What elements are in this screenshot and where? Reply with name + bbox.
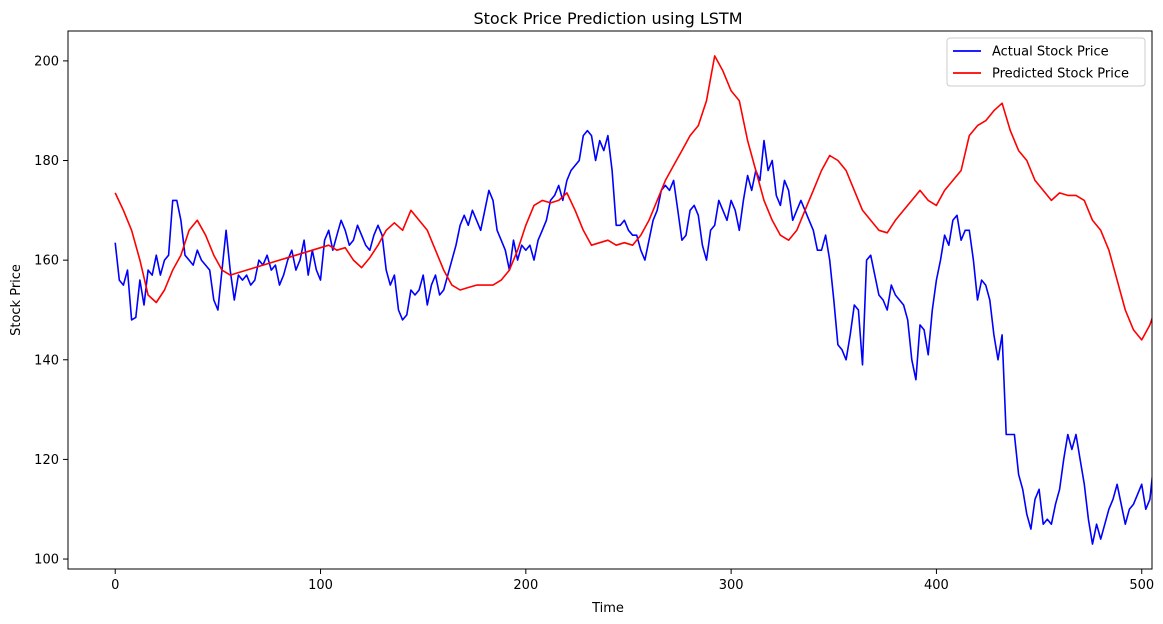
y-tick-label: 180 xyxy=(34,154,59,169)
y-tick-label: 160 xyxy=(34,254,59,269)
y-tick-label: 100 xyxy=(34,553,59,568)
chart-title: Stock Price Prediction using LSTM xyxy=(473,9,742,28)
x-tick-label: 100 xyxy=(308,578,333,593)
y-tick-label: 120 xyxy=(34,453,59,468)
legend: Actual Stock Price Predicted Stock Price xyxy=(946,37,1146,87)
x-tick-label: 0 xyxy=(111,578,119,593)
y-axis-ticks: 100 120 140 160 180 200 xyxy=(34,54,68,568)
x-axis-label: Time xyxy=(591,601,624,616)
x-tick-label: 400 xyxy=(924,578,949,593)
y-tick-label: 200 xyxy=(34,54,59,69)
y-tick-label: 140 xyxy=(34,353,59,368)
legend-box xyxy=(946,37,1146,87)
plot-area xyxy=(114,55,1152,545)
series-line-1 xyxy=(114,55,1152,341)
x-tick-label: 200 xyxy=(513,578,538,593)
x-tick-label: 300 xyxy=(719,578,744,593)
x-tick-label: 500 xyxy=(1129,578,1154,593)
plot-frame xyxy=(67,30,1153,570)
y-axis-label: Stock Price xyxy=(9,264,24,336)
x-axis-ticks: 0 100 200 300 400 500 xyxy=(111,569,1154,593)
series-line-0 xyxy=(114,129,1152,545)
legend-label-1: Predicted Stock Price xyxy=(992,67,1129,82)
legend-label-0: Actual Stock Price xyxy=(992,45,1109,60)
